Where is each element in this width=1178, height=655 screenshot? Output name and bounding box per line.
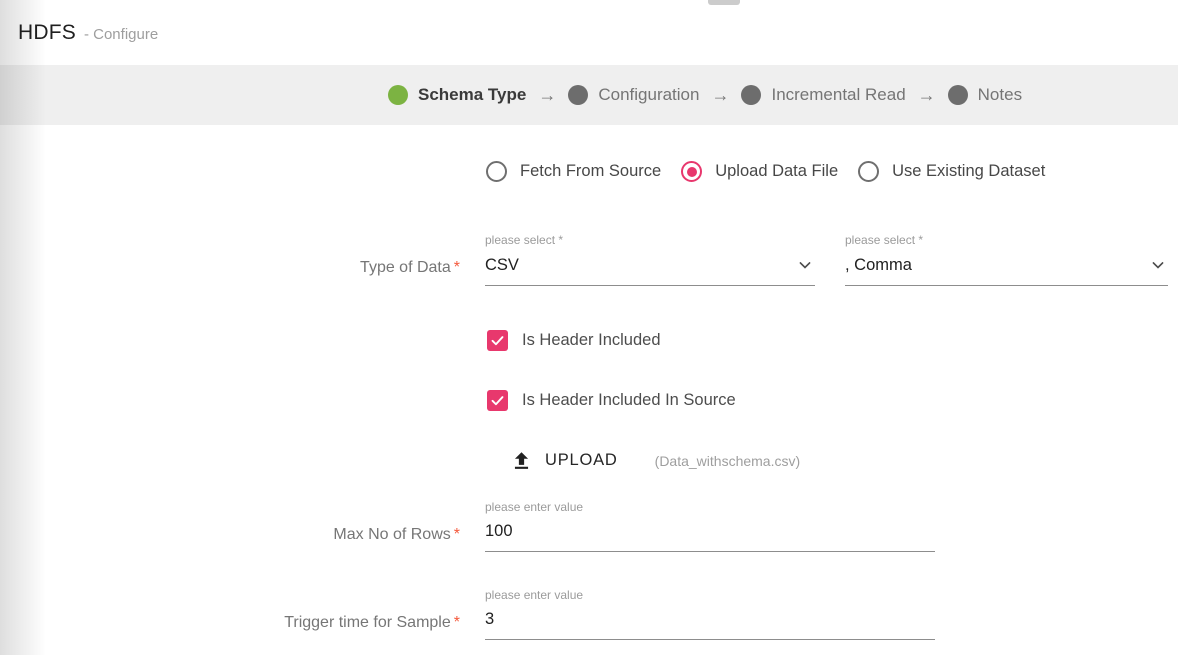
chevron-down-icon (1152, 262, 1164, 269)
checkbox-label: Is Header Included (522, 331, 661, 349)
type-of-data-select[interactable]: please select * CSV (485, 233, 815, 286)
radio-label: Use Existing Dataset (892, 162, 1046, 180)
upload-icon (514, 452, 529, 469)
step-label: Schema Type (418, 85, 527, 104)
required-asterisk: * (453, 259, 460, 276)
checkbox-checked-icon (487, 390, 508, 411)
radio-icon (858, 161, 880, 182)
input-hint: please enter value (485, 588, 584, 602)
input-value: 3 (485, 610, 495, 628)
max-rows-label: Max No of Rows * (140, 526, 460, 544)
step-dot-icon (388, 85, 408, 105)
arrow-right-icon: → (538, 84, 557, 105)
uploaded-file-name: (Data_withschema.csv) (654, 452, 801, 469)
check-icon (491, 336, 504, 346)
radio-label: Upload Data File (715, 162, 839, 180)
step-label: Configuration (598, 85, 700, 104)
upload-button-label: UPLOAD (545, 451, 618, 469)
step-schema-type[interactable]: Schema Type (388, 85, 526, 105)
upload-section: UPLOAD (Data_withschema.csv) (511, 450, 800, 471)
delimiter-select[interactable]: please select * , Comma (845, 233, 1168, 286)
scroll-drag-handle[interactable] (708, 0, 740, 5)
checkbox-is-header-included-in-source[interactable]: Is Header Included In Source (487, 390, 736, 411)
stepper-band (0, 65, 1178, 125)
input-value: 100 (485, 522, 513, 540)
select-hint: please select * (845, 233, 924, 247)
required-asterisk: * (453, 526, 460, 543)
step-dot-icon (947, 85, 968, 105)
page-subtitle: - Configure (83, 25, 159, 43)
max-rows-input[interactable]: please enter value 100 (485, 500, 935, 552)
radio-label: Fetch From Source (520, 162, 662, 180)
step-label: Notes (977, 85, 1023, 104)
label-text: Trigger time for Sample (284, 614, 451, 631)
radio-upload-data-file[interactable]: Upload Data File (681, 161, 838, 182)
label-text: Type of Data (360, 259, 451, 276)
trigger-time-input[interactable]: please enter value 3 (485, 588, 935, 640)
radio-fetch-from-source[interactable]: Fetch From Source (486, 161, 661, 182)
step-dot-icon (741, 85, 762, 105)
radio-use-existing-dataset[interactable]: Use Existing Dataset (858, 161, 1045, 182)
checkbox-is-header-included[interactable]: Is Header Included (487, 330, 661, 351)
label-text: Max No of Rows (333, 526, 451, 543)
upload-button[interactable]: UPLOAD (511, 450, 618, 471)
step-notes[interactable]: Notes (947, 85, 1023, 105)
page-header: HDFS - Configure (0, 0, 1178, 65)
radio-selected-icon (681, 161, 703, 182)
step-label: Incremental Read (771, 85, 906, 104)
chevron-down-icon (799, 262, 811, 269)
type-of-data-label: Type of Data * (140, 259, 460, 277)
arrow-right-icon: → (711, 84, 730, 105)
trigger-time-label: Trigger time for Sample * (140, 614, 460, 632)
checkbox-label: Is Header Included In Source (522, 391, 736, 409)
input-hint: please enter value (485, 500, 584, 514)
step-incremental-read[interactable]: Incremental Read (741, 85, 906, 105)
arrow-right-icon: → (917, 84, 936, 105)
step-configuration[interactable]: Configuration (568, 85, 699, 105)
select-value: CSV (485, 255, 519, 274)
check-icon (491, 396, 504, 406)
source-mode-radio-group: Fetch From Source Upload Data File Use E… (486, 161, 1045, 182)
select-hint: please select * (485, 233, 564, 247)
radio-icon (486, 161, 507, 182)
select-value: , Comma (845, 255, 912, 274)
wizard-stepper: Schema Type → Configuration → Incrementa… (388, 65, 1022, 125)
page-title: HDFS (18, 20, 76, 44)
required-asterisk: * (453, 614, 460, 631)
step-dot-icon (568, 85, 589, 105)
checkbox-checked-icon (487, 330, 508, 351)
